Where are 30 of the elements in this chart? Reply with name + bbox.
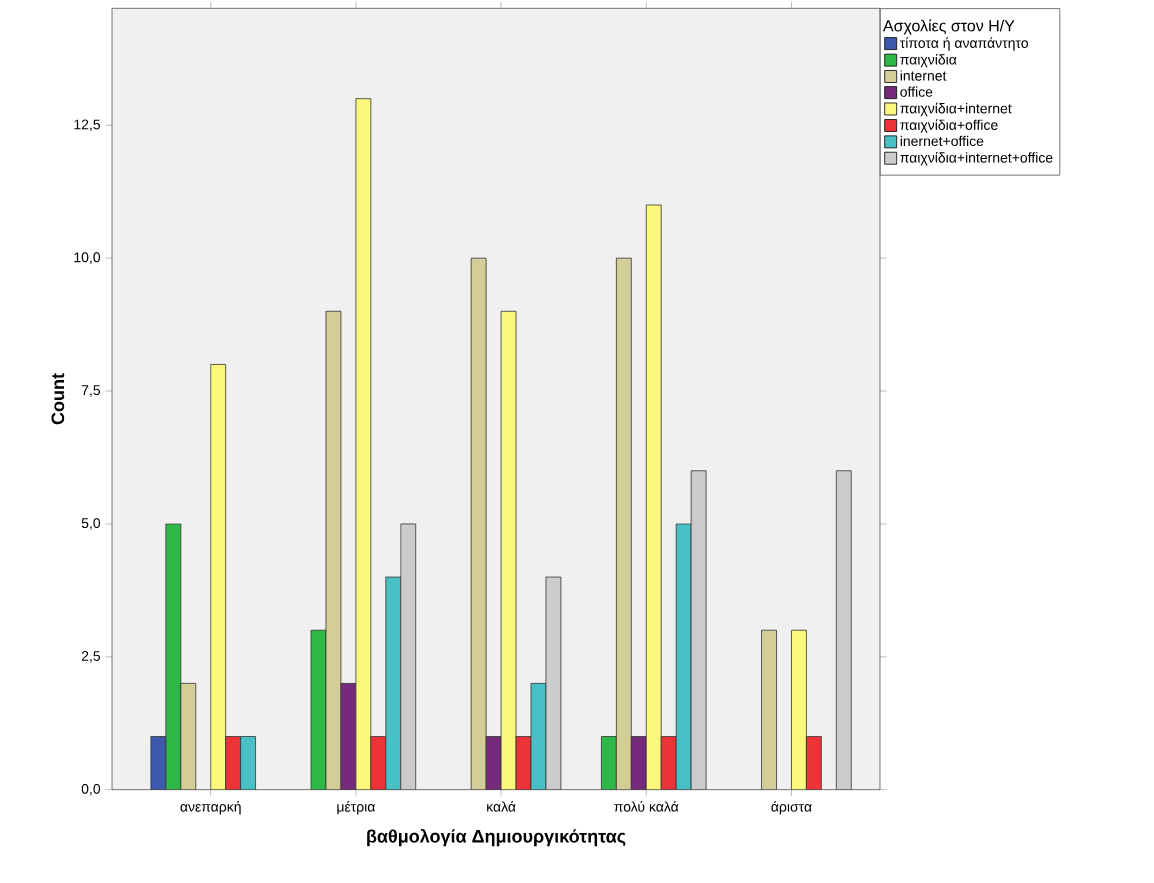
bar bbox=[660, 736, 677, 790]
y-tick-label: 7,5 bbox=[81, 385, 101, 397]
x-axis-title: βαθμολογία Δημιουργικότητας bbox=[367, 828, 626, 847]
bar bbox=[761, 629, 777, 790]
legend-label: τίποτα ή αναπάντητο bbox=[899, 37, 1028, 51]
x-tick-label: πολύ καλά bbox=[614, 801, 679, 812]
bar bbox=[630, 736, 647, 790]
y-axis-title: Count bbox=[51, 373, 65, 425]
legend-title: Ασχολίες στον Η/Υ bbox=[882, 19, 1015, 35]
legend-label: παιχνίδια+office bbox=[900, 119, 998, 133]
bar bbox=[615, 257, 632, 790]
x-tick-label: ανεπαρκή bbox=[180, 801, 241, 815]
y-tick-label: 0,0 bbox=[81, 783, 101, 796]
bar bbox=[225, 736, 242, 790]
x-tick-label: άριστα bbox=[771, 801, 812, 815]
x-tick-label: μέτρια bbox=[337, 801, 375, 815]
legend-label: inernet+office bbox=[900, 135, 984, 147]
bar bbox=[180, 682, 197, 790]
legend-label: παιχνίδια+internet bbox=[900, 102, 1012, 117]
bar bbox=[806, 736, 822, 790]
y-tick-label: 12,5 bbox=[74, 119, 101, 132]
y-tick-label: 2,5 bbox=[81, 651, 101, 663]
y-tick-label: 10,0 bbox=[74, 252, 101, 264]
bar bbox=[835, 470, 852, 790]
x-tick-label: καλά bbox=[487, 801, 516, 812]
legend-label: internet bbox=[900, 70, 947, 81]
legend-label: παιχνίδια+internet+office bbox=[900, 151, 1053, 166]
legend-label: office bbox=[900, 86, 933, 97]
legend-label: παιχνίδια bbox=[900, 53, 957, 68]
y-tick-label: 5,0 bbox=[81, 518, 101, 530]
